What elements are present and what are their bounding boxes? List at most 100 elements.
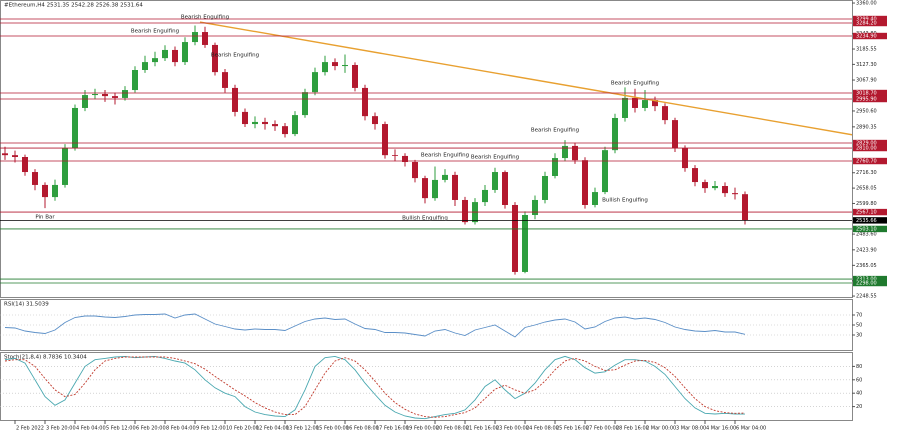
candle-body xyxy=(272,124,278,127)
candle-body xyxy=(462,199,468,223)
candle-body xyxy=(332,62,338,67)
level-label: 2829.00 xyxy=(856,141,877,147)
candle-body xyxy=(352,64,358,88)
candle-body xyxy=(632,97,638,108)
x-tick-label: 13 Feb 12:00 xyxy=(286,426,319,432)
pattern-annotation: Bullish Engulfing xyxy=(602,197,648,203)
candle-body xyxy=(492,172,498,190)
candle-body xyxy=(382,124,388,156)
candle-body xyxy=(172,49,178,63)
y-tick-label: 3185.55 xyxy=(856,47,877,53)
y-tick-label: 50 xyxy=(856,323,862,329)
candle-body xyxy=(562,145,568,159)
stoch-panel xyxy=(0,352,853,421)
level-label-box xyxy=(853,144,887,152)
candle-body xyxy=(52,184,58,198)
x-tick-label: 24 Feb 08:00 xyxy=(526,426,559,432)
level-label-box xyxy=(853,32,887,40)
pattern-annotation: Bearish Engulfing xyxy=(611,80,659,86)
candle-body xyxy=(742,194,748,221)
candle-body xyxy=(692,168,698,183)
candle-body xyxy=(262,121,268,125)
x-tick-label: 3 Feb 20:00 xyxy=(46,426,76,432)
pattern-annotation: Bullish Engulfing xyxy=(402,216,448,222)
x-tick-label: 16 Feb 08:00 xyxy=(346,426,379,432)
y-tick-label: 2658.05 xyxy=(856,186,877,192)
candle-body xyxy=(662,106,668,121)
candle-body xyxy=(362,87,368,117)
x-tick-label: 5 Feb 12:00 xyxy=(106,426,136,432)
candle-body xyxy=(372,116,378,125)
candle-body xyxy=(712,186,718,189)
candle-body xyxy=(182,42,188,63)
candle-body xyxy=(482,189,488,203)
level-label-box xyxy=(853,95,887,103)
candle-body xyxy=(212,44,218,73)
candle-body xyxy=(442,174,448,180)
candle-body xyxy=(322,62,328,73)
level-label: 3018.70 xyxy=(856,91,877,97)
y-tick-label: 30 xyxy=(856,333,862,339)
pattern-annotation: Pin Bar xyxy=(35,215,55,221)
level-label-box xyxy=(853,225,887,233)
level-label: 2760.70 xyxy=(856,159,877,165)
x-tick-label: 9 Feb 12:00 xyxy=(196,426,226,432)
y-tick-label: 2365.05 xyxy=(856,263,877,269)
y-tick-label: 2483.60 xyxy=(856,232,877,238)
level-label: 2535.66 xyxy=(856,218,877,224)
candle-body xyxy=(62,148,68,185)
level-label-box xyxy=(853,157,887,165)
candle-body xyxy=(532,199,538,216)
y-tick-label: 2599.80 xyxy=(856,201,877,207)
y-tick-label: 20 xyxy=(856,404,862,410)
candle-body xyxy=(722,186,728,194)
y-tick-label: 3127.30 xyxy=(856,62,877,68)
candle-body xyxy=(132,69,138,91)
candle-body xyxy=(432,179,438,199)
level-label: 3299.40 xyxy=(856,17,877,23)
candle-body xyxy=(672,120,678,149)
y-tick-label: 2716.30 xyxy=(856,170,877,176)
level-label: 2503.10 xyxy=(856,226,877,232)
x-tick-label: 4 Mar 16:00 xyxy=(706,426,736,432)
candle-body xyxy=(292,115,298,135)
x-tick-label: 8 Feb 04:00 xyxy=(166,426,196,432)
level-label-box xyxy=(853,15,887,23)
x-tick-label: 2 Feb 2022 xyxy=(16,426,44,432)
candle-body xyxy=(402,155,408,163)
candle-body xyxy=(582,160,588,205)
pattern-annotation: Bearish Engulfing xyxy=(211,52,259,58)
candle-body xyxy=(552,158,558,176)
candle-body xyxy=(162,49,168,59)
rsi-title: RSI(14) 31.5039 xyxy=(4,302,49,308)
candle-body xyxy=(112,96,118,98)
pattern-annotation: Bearish Engulfing xyxy=(421,153,469,159)
candle-body xyxy=(32,172,38,185)
candle-body xyxy=(392,155,398,156)
level-label: 2567.10 xyxy=(856,210,877,216)
x-tick-label: 6 Feb 20:00 xyxy=(136,426,166,432)
level-label-box xyxy=(853,275,887,283)
y-tick-label: 2950.60 xyxy=(856,108,877,114)
level-label: 3284.20 xyxy=(856,21,877,27)
candle-body xyxy=(102,93,108,97)
level-label-box xyxy=(853,208,887,216)
x-tick-label: 4 Feb 04:00 xyxy=(76,426,106,432)
chart-title: #Ethereum,H4 2531.35 2542.28 2526.38 253… xyxy=(4,3,143,9)
candle-body xyxy=(512,204,518,272)
x-tick-label: 20 Feb 08:00 xyxy=(436,426,469,432)
trend-line xyxy=(199,21,852,136)
price-panel xyxy=(0,0,853,298)
candle-body xyxy=(592,192,598,205)
indicator-line xyxy=(4,313,746,338)
x-tick-label: 10 Feb 20:00 xyxy=(226,426,259,432)
candle-body xyxy=(72,107,78,149)
candle-body xyxy=(252,121,258,125)
x-tick-label: 27 Feb 00:00 xyxy=(586,426,619,432)
candle-body xyxy=(452,174,458,200)
candle-body xyxy=(602,150,608,193)
x-tick-label: 28 Feb 16:00 xyxy=(616,426,649,432)
candle-body xyxy=(302,92,308,116)
y-tick-label: 2423.90 xyxy=(856,247,877,253)
